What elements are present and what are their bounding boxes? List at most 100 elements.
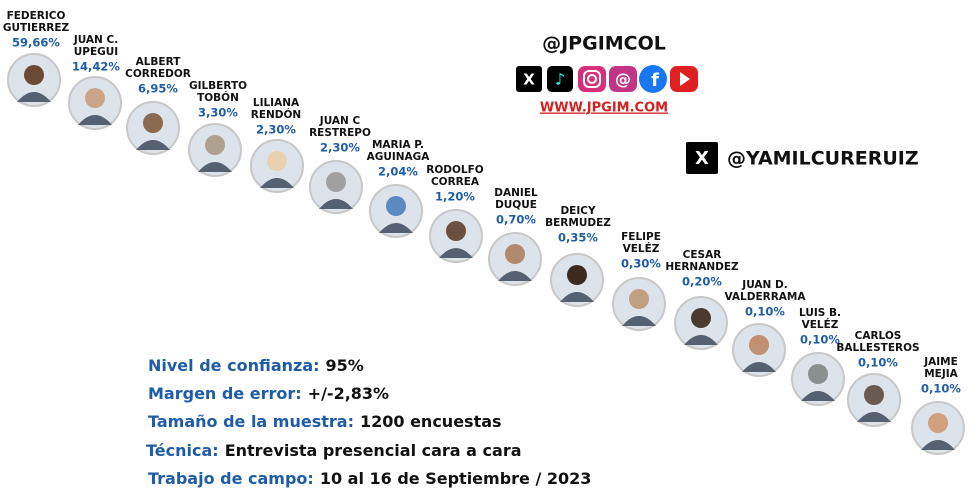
candidate-percent: 1,20% (435, 190, 475, 204)
candidate-percent: 0,10% (800, 333, 840, 347)
candidate-name: DUQUE (495, 199, 537, 211)
photo-head (446, 221, 466, 241)
candidate-name: MARIA P. (372, 139, 424, 151)
info-line: Técnica: Entrevista presencial cara a car… (146, 441, 522, 460)
candidate-percent: 3,30% (198, 106, 238, 120)
website: WWW.JPGIM.COM (540, 101, 668, 116)
photo-body (379, 223, 413, 233)
candidate-name: DANIEL (494, 187, 538, 199)
candidate-name: BERMUDEZ (545, 217, 611, 229)
candidate-name: FELIPE (621, 231, 661, 243)
candidate-name: JAIME (923, 356, 958, 368)
photo-head (205, 135, 225, 155)
candidate-name: VELÉZ (802, 318, 839, 331)
candidate-name: LILIANA (253, 97, 300, 109)
info-line: Tamaño de la muestra: 1200 encuestas (148, 412, 502, 431)
photo-head (24, 65, 44, 85)
photo-body (319, 199, 353, 209)
candidate-name: CORREA (431, 176, 480, 188)
candidate-name: CORREDOR (125, 68, 191, 80)
candidate-percent: 6,95% (138, 82, 178, 96)
candidate-name: AGUINAGA (367, 151, 431, 163)
candidate-name: JUAN C. (73, 34, 118, 46)
photo-head (85, 88, 105, 108)
x-handle: @YAMILCURERUIZ (727, 148, 919, 170)
candidate-name: FEDERICO (7, 10, 66, 22)
candidate-name: TOBÓN (197, 91, 239, 104)
candidate-name: GILBERTO (189, 80, 247, 92)
info-label: Tamaño de la muestra: (148, 412, 354, 431)
candidate-percent: 0,10% (921, 382, 961, 396)
candidate-name: LUIS B. (799, 307, 841, 319)
photo-body (498, 271, 532, 281)
svg-text:X: X (695, 148, 709, 169)
candidate-percent: 0,20% (682, 275, 722, 289)
candidate-name: RESTREPO (309, 127, 371, 139)
photo-head (567, 265, 587, 285)
info-line: Margen de error: +/-2,83% (148, 384, 389, 403)
candidate-name: HERNANDEZ (665, 261, 739, 273)
info-value: +/-2,83% (308, 384, 389, 403)
photo-body (439, 248, 473, 258)
candidate-name: JUAN D. (741, 279, 787, 291)
candidate-name: VALDERRAMA (725, 291, 807, 303)
candidate-name: RODOLFO (426, 164, 484, 176)
photo-body (801, 391, 835, 401)
photo-head (928, 413, 948, 433)
info-label: Margen de error: (148, 384, 302, 403)
candidate-percent: 2,30% (256, 123, 296, 137)
photo-head (808, 364, 828, 384)
photo-body (742, 362, 776, 372)
info-line: Nivel de confianza: 95% (148, 356, 364, 375)
photo-head (143, 113, 163, 133)
photo-body (622, 316, 656, 326)
candidate-name: MEJIA (924, 368, 958, 380)
info-label: Nivel de confianza: (148, 356, 320, 375)
photo-body (857, 412, 891, 422)
photo-head (691, 308, 711, 328)
candidate-percent: 2,04% (378, 165, 418, 179)
photo-body (684, 335, 718, 345)
svg-text:f: f (651, 70, 659, 91)
photo-head (864, 385, 884, 405)
candidate-name: ALBERT (136, 56, 182, 68)
candidate-percent: 2,30% (320, 141, 360, 155)
candidate-percent: 0,30% (621, 257, 661, 271)
photo-body (17, 92, 51, 102)
photo-head (326, 172, 346, 192)
photo-body (560, 292, 594, 302)
info-value: 95% (326, 356, 364, 375)
svg-text:X: X (523, 71, 535, 89)
candidate-percent: 14,42% (72, 60, 120, 74)
photo-head (267, 151, 287, 171)
candidate-percent: 59,66% (12, 36, 60, 50)
photo-head (386, 196, 406, 216)
candidate-percent: 0,10% (858, 356, 898, 370)
photo-body (78, 115, 112, 125)
candidate-percent: 0,10% (745, 305, 785, 319)
candidate-name: CARLOS (855, 330, 902, 342)
svg-text:@: @ (615, 70, 631, 89)
social-icons: X ♪ @ f (516, 65, 698, 93)
candidate-name: CESAR (683, 249, 722, 261)
candidate-name: UPEGUI (74, 46, 118, 58)
candidate-percent: 0,35% (558, 231, 598, 245)
candidate-name: VELÉZ (623, 242, 660, 255)
info-value: 10 al 16 de Septiembre / 2023 (320, 469, 592, 488)
photo-body (260, 178, 294, 188)
photo-head (505, 244, 525, 264)
info-label: Trabajo de campo: (148, 469, 314, 488)
candidate-name: GUTIERREZ (3, 22, 70, 34)
photo-head (749, 335, 769, 355)
candidate-name: RENDÓN (251, 108, 301, 121)
candidate-percent: 0,70% (496, 213, 536, 227)
candidate-name: BALLESTEROS (836, 342, 919, 354)
candidate-name: JUAN C (319, 115, 361, 127)
svg-text:♪: ♪ (555, 70, 565, 89)
photo-head (629, 289, 649, 309)
poll-info: Nivel de confianza: 95% Margen de error: +/… (146, 356, 591, 488)
x-badge: X (686, 142, 718, 174)
info-label: Técnica: (146, 441, 219, 460)
